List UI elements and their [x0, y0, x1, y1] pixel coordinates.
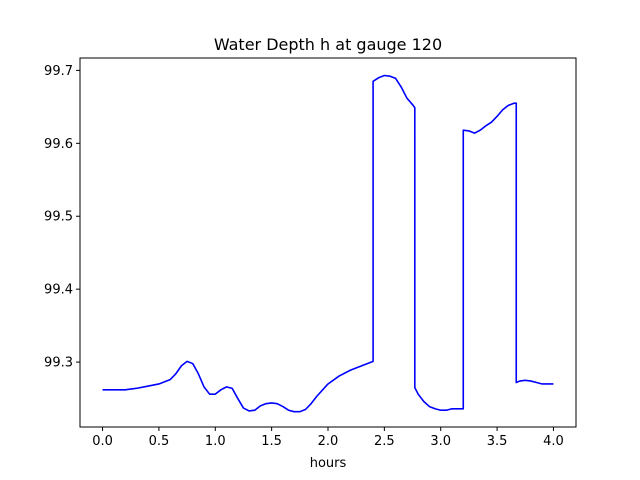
series-line-1: [102, 74, 554, 413]
x-tick-label: 3.0: [430, 434, 451, 449]
y-tick-label: 99.7: [44, 64, 73, 79]
x-tick-label: 0.0: [92, 434, 113, 449]
x-axis-label: hours: [310, 456, 347, 471]
x-tick-label: 4.0: [543, 434, 564, 449]
series-layer: [102, 74, 554, 413]
chart-title: Water Depth h at gauge 120: [214, 35, 442, 54]
x-tick-label: 2.5: [374, 434, 395, 449]
x-axis-ticks: 0.0 0.5 1.0 1.5 2.0 2.5 3.0 3.5 4.0: [92, 427, 564, 449]
x-tick-label: 1.0: [205, 434, 226, 449]
y-tick-label: 99.5: [44, 210, 73, 225]
x-tick-label: 1.5: [261, 434, 282, 449]
x-tick-label: 2.0: [318, 434, 339, 449]
y-tick-label: 99.4: [44, 283, 73, 298]
x-tick-label: 3.5: [487, 434, 508, 449]
y-tick-label: 99.6: [44, 137, 73, 152]
x-tick-label: 0.5: [149, 434, 170, 449]
y-axis-ticks: 99.3 99.4 99.5 99.6 99.7: [44, 64, 80, 371]
y-tick-label: 99.3: [44, 356, 73, 371]
